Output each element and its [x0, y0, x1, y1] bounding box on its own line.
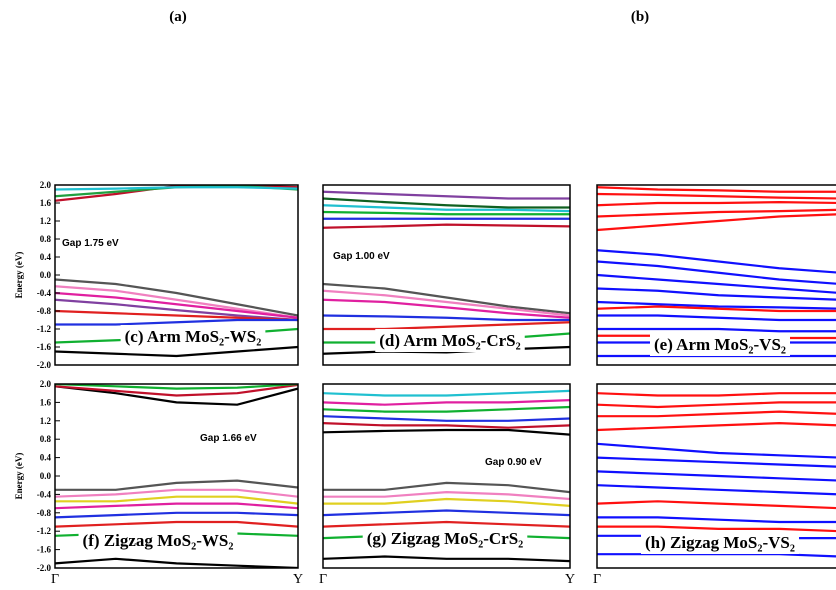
band-line: [597, 250, 836, 273]
band-line: [323, 322, 570, 329]
panel-annotation: (f) Zigzag MoS₂-WS₂: [83, 531, 234, 550]
gap-label: Gap 1.66 eV: [200, 433, 257, 444]
band-line: [597, 412, 836, 417]
y-tick-label: 0.4: [40, 252, 52, 262]
y-tick-label: -0.4: [37, 489, 52, 499]
y-tick-label: -2.0: [37, 360, 52, 370]
band-line: [323, 522, 570, 527]
y-tick-label: -0.4: [37, 288, 52, 298]
band-line: [55, 293, 298, 318]
y-tick-label: 0.8: [40, 434, 52, 444]
y-tick-label: 0.8: [40, 234, 52, 244]
band-line: [55, 522, 298, 527]
y-tick-label: 1.6: [40, 397, 52, 407]
band-line: [323, 423, 570, 428]
y-tick-label: 1.6: [40, 198, 52, 208]
x-tick-label: Γ: [51, 572, 59, 587]
figure: (a) (b) -2.0 -1.6 -1.2 -0.8 -0.4 0.0 0.4 0.8 1.2…: [0, 0, 836, 590]
panel-title: (a): [169, 9, 187, 25]
band-line: [323, 416, 570, 421]
band-line: [55, 559, 298, 568]
band-line: [323, 511, 570, 516]
band-line: [55, 300, 298, 320]
x-tick-label: Y: [293, 572, 303, 587]
band-line: [597, 444, 836, 458]
band-line: [323, 407, 570, 412]
band-line: [323, 284, 570, 313]
band-line: [323, 391, 570, 396]
band-line: [55, 504, 298, 509]
y-axis-label: Energy (eV): [14, 252, 24, 299]
y-tick-label: -1.6: [37, 545, 52, 555]
band-line: [597, 527, 836, 532]
gap-label: Gap 0.90 eV: [485, 457, 542, 468]
y-tick-label: 0.0: [40, 270, 52, 280]
band-line: [597, 214, 836, 230]
band-line: [597, 329, 836, 331]
y-tick-label: -2.0: [37, 563, 52, 573]
y-tick-label: 0.4: [40, 453, 52, 463]
panel-annotation: (e) Arm MoS₂-VS₂: [654, 335, 786, 354]
band-line: [597, 501, 836, 508]
y-tick-label: -1.2: [37, 324, 52, 334]
band-line: [323, 316, 570, 321]
y-axis-label: Energy (eV): [14, 453, 24, 500]
plot: [597, 187, 836, 356]
band-line: [55, 187, 298, 189]
band-line: [323, 483, 570, 492]
band-line: [55, 347, 298, 356]
y-tick-label: -0.8: [37, 306, 52, 316]
band-line: [597, 316, 836, 321]
band-line: [55, 481, 298, 490]
y-tick-label: -1.2: [37, 526, 52, 536]
y-tick-label: -1.6: [37, 342, 52, 352]
band-line: [323, 225, 570, 228]
band-line: [597, 402, 836, 407]
band-line: [597, 202, 836, 205]
band-line: [323, 499, 570, 506]
band-line: [597, 393, 836, 395]
band-line: [597, 458, 836, 467]
y-tick-label: -0.8: [37, 508, 52, 518]
gap-label: Gap 1.75 eV: [62, 238, 119, 249]
band-line: [597, 187, 836, 192]
y-tick-label: 0.0: [40, 471, 52, 481]
band-line: [323, 400, 570, 405]
x-tick-label: Γ: [319, 572, 327, 587]
y-tick-label: 1.2: [40, 216, 52, 226]
band-line: [597, 194, 836, 199]
band-line: [597, 554, 836, 556]
band-line: [323, 291, 570, 316]
y-tick-label: 2.0: [40, 180, 52, 190]
band-line: [597, 485, 836, 494]
band-line: [323, 212, 570, 214]
band-line: [55, 320, 298, 325]
band-line: [597, 471, 836, 480]
y-tick-label: 2.0: [40, 379, 52, 389]
band-line: [55, 513, 298, 518]
band-line: [597, 423, 836, 430]
panel-annotation: (c) Arm MoS₂-WS₂: [125, 327, 262, 346]
gap-label: Gap 1.00 eV: [333, 251, 390, 262]
band-line: [323, 192, 570, 199]
band-line: [323, 557, 570, 562]
panel-title: (b): [631, 9, 649, 25]
panel-annotation: (h) Zigzag MoS₂-VS₂: [645, 533, 795, 552]
band-line: [597, 517, 836, 522]
y-tick-label: 1.2: [40, 416, 52, 426]
panel-annotation: (g) Zigzag MoS₂-CrS₂: [367, 529, 524, 548]
x-tick-label: Y: [565, 572, 575, 587]
x-tick-label: Γ: [593, 572, 601, 587]
band-line: [597, 262, 836, 285]
band-line: [323, 430, 570, 435]
panel-annotation: (d) Arm MoS₂-CrS₂: [379, 331, 520, 350]
